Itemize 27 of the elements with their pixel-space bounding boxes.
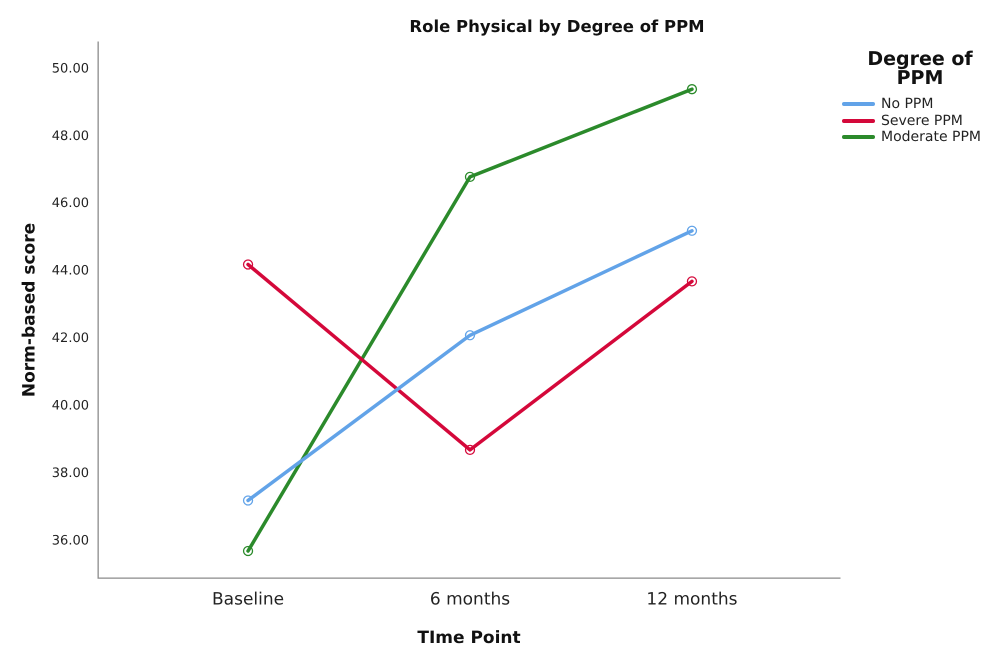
y-tick-label: 50.00 xyxy=(52,61,89,76)
point xyxy=(464,444,476,456)
x-axis-title: TIme Point xyxy=(417,628,521,648)
legend-label: No PPM xyxy=(881,96,934,112)
x-tick-label: 6 months xyxy=(430,590,510,610)
legend-title: Degree of PPM xyxy=(866,48,974,89)
legend-label: Severe PPM xyxy=(881,112,963,129)
point xyxy=(242,259,254,270)
point xyxy=(242,546,254,556)
legend-label: Moderate PPM xyxy=(881,129,981,146)
y-tick-label: 48.00 xyxy=(52,128,89,144)
y-tick-label: 38.00 xyxy=(52,466,89,481)
point xyxy=(686,84,698,94)
y-axis-title: Norm-based score xyxy=(20,222,40,398)
point xyxy=(464,172,476,182)
y-tick-label: 36.00 xyxy=(52,533,89,548)
x-tick-label: 12 months xyxy=(646,590,738,610)
y-tick-label: 42.00 xyxy=(52,331,89,346)
point xyxy=(242,495,254,506)
x-tick-label: Baseline xyxy=(212,590,284,610)
y-tick-label: 46.00 xyxy=(52,196,89,212)
y-tick-label: 44.00 xyxy=(52,264,89,279)
point xyxy=(686,226,698,236)
y-tick-label: 40.00 xyxy=(52,398,89,414)
chart-title: Role Physical by Degree of PPM xyxy=(408,17,706,36)
point xyxy=(686,276,698,286)
point xyxy=(464,330,476,340)
